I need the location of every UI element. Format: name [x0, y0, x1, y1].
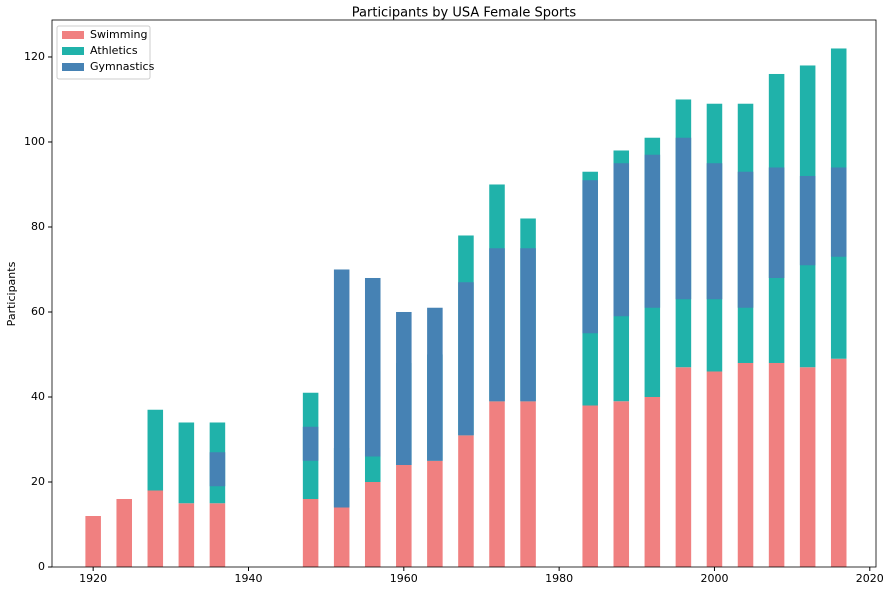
bar	[209, 452, 226, 487]
bar	[209, 503, 226, 567]
bar	[427, 460, 443, 567]
bar	[302, 498, 319, 567]
bar	[396, 311, 412, 465]
bar	[85, 515, 101, 567]
x-tick-label: 2000	[700, 572, 728, 585]
bar	[706, 371, 723, 567]
legend-swatch	[62, 31, 84, 39]
bar	[582, 405, 598, 567]
bar	[178, 422, 195, 504]
bar	[613, 401, 630, 567]
legend-label: Athletics	[90, 44, 138, 57]
bar	[737, 362, 754, 567]
bar	[427, 307, 443, 461]
bar	[458, 282, 474, 436]
bar	[116, 498, 132, 567]
bar	[613, 163, 630, 317]
plot-frame	[51, 19, 877, 568]
bar	[364, 277, 381, 457]
legend: Swimming Athletics Gymnastics	[56, 25, 155, 80]
x-tick-label: 1980	[545, 572, 573, 585]
bar	[396, 464, 412, 567]
bar	[582, 180, 598, 334]
bar	[799, 175, 816, 266]
legend-label: Swimming	[90, 28, 147, 41]
bar	[768, 167, 785, 278]
bar	[675, 367, 692, 567]
bar	[147, 490, 164, 567]
legend-swatch	[62, 63, 84, 71]
y-tick-label: 80	[31, 220, 45, 233]
chart-title: Participants by USA Female Sports	[352, 6, 577, 21]
bar	[458, 435, 474, 567]
x-tick-label: 1920	[79, 572, 107, 585]
y-tick-label: 0	[38, 560, 45, 573]
legend-swatch	[62, 47, 84, 55]
x-tick-label: 1960	[390, 572, 418, 585]
bar	[147, 409, 164, 491]
x-tick-label: 1940	[234, 572, 262, 585]
bar	[644, 154, 661, 308]
y-tick-label: 100	[24, 135, 45, 148]
bar	[737, 171, 754, 308]
bar	[364, 481, 381, 567]
bar	[489, 401, 505, 567]
bar	[644, 396, 661, 567]
bar	[675, 137, 692, 300]
bar	[768, 362, 785, 567]
y-tick-label: 20	[31, 475, 45, 488]
legend-label: Gymnastics	[90, 60, 155, 73]
bar	[799, 367, 816, 567]
y-tick-label: 40	[31, 390, 45, 403]
y-axis-label: Participants	[5, 261, 18, 326]
bar	[520, 248, 536, 402]
bar	[830, 167, 847, 257]
bar	[178, 503, 195, 567]
bar	[830, 358, 847, 567]
bar	[302, 426, 319, 461]
bar	[333, 269, 350, 508]
y-tick-label: 60	[31, 305, 45, 318]
bar	[706, 163, 723, 300]
x-tick-label: 2020	[856, 572, 884, 585]
bar	[489, 248, 505, 402]
y-tick-label: 120	[24, 50, 45, 63]
bar	[520, 401, 536, 567]
bar	[333, 507, 350, 567]
